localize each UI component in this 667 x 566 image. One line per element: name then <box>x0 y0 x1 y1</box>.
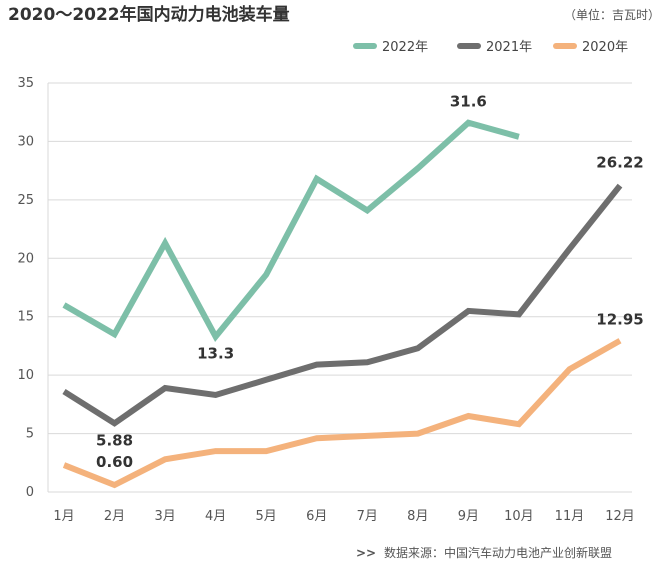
series-line-2020年 <box>62 338 622 489</box>
legend: 2022年 2021年 2020年 <box>353 40 628 55</box>
y-tick-label: 35 <box>17 76 34 91</box>
series-line-2022年 <box>62 119 520 342</box>
x-tick-label: 4月 <box>205 509 226 524</box>
data-label: 5.88 <box>96 431 133 449</box>
y-tick-label: 20 <box>17 251 34 266</box>
y-tick-label: 30 <box>17 134 34 149</box>
x-tick-label: 11月 <box>555 509 585 524</box>
y-axis: 0 5 10 15 20 25 30 35 <box>17 76 34 500</box>
x-tick-label: 3月 <box>154 509 175 524</box>
x-tick-label: 2月 <box>104 509 125 524</box>
x-tick-label: 8月 <box>407 509 428 524</box>
x-tick-label: 6月 <box>306 509 327 524</box>
x-tick-label: 9月 <box>458 509 479 524</box>
data-label: 12.95 <box>596 311 643 329</box>
data-label: 0.60 <box>96 453 133 471</box>
x-axis: 1月 2月 3月 4月 5月 6月 7月 8月 9月 10月 11月 12月 <box>53 509 634 524</box>
series-line-2021年 <box>62 183 623 427</box>
chart-title: 2020～2022年国内动力电池装车量 <box>8 4 290 25</box>
x-tick-label: 7月 <box>357 509 378 524</box>
source-mark: >> <box>356 546 376 560</box>
unit-label: （单位：吉瓦时） <box>564 7 660 22</box>
data-label: 26.22 <box>596 154 643 172</box>
y-tick-label: 15 <box>17 310 34 325</box>
data-label: 13.3 <box>197 345 234 363</box>
legend-label: 2021年 <box>486 40 532 55</box>
data-labels: 31.6 13.3 26.22 5.88 12.95 0.60 <box>96 93 644 471</box>
legend-label: 2020年 <box>582 40 628 55</box>
y-tick-label: 0 <box>26 485 34 500</box>
legend-label: 2022年 <box>382 40 428 55</box>
source-note: 数据来源：中国汽车动力电池产业创新联盟 <box>384 545 612 560</box>
grid-lines <box>47 82 632 493</box>
data-label: 31.6 <box>450 93 487 111</box>
x-tick-label: 10月 <box>504 509 534 524</box>
x-tick-label: 1月 <box>53 509 74 524</box>
series-lines <box>62 119 623 489</box>
y-tick-label: 10 <box>17 368 34 383</box>
x-tick-label: 5月 <box>256 509 277 524</box>
y-tick-label: 5 <box>26 427 34 442</box>
y-tick-label: 25 <box>17 193 34 208</box>
x-tick-label: 12月 <box>605 509 635 524</box>
